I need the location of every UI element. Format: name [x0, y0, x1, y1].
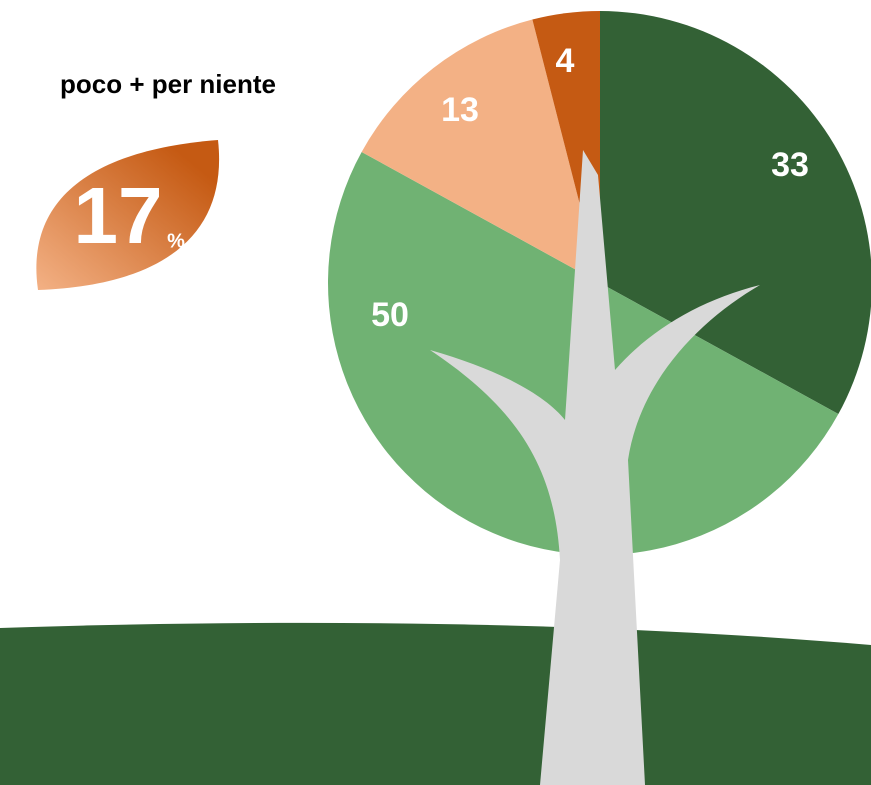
- tree-trunk: [430, 150, 760, 785]
- callout-label: poco + per niente: [60, 69, 276, 99]
- data-label: 13: [441, 91, 479, 129]
- leaf: [36, 140, 220, 290]
- ground: [0, 622, 871, 785]
- data-label: 33: [771, 146, 809, 184]
- data-label: 4: [556, 42, 575, 80]
- data-label: 50: [371, 296, 409, 334]
- pie-labels: 33 50 13 4: [371, 42, 809, 334]
- callout-value: 17: [74, 171, 163, 260]
- pie-slice: [361, 19, 600, 283]
- callout-unit: %: [167, 230, 185, 252]
- pie-slice: [600, 11, 871, 415]
